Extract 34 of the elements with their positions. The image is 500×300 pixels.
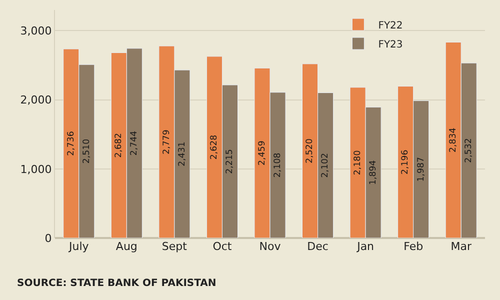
x-tick-label: Oct (212, 240, 232, 253)
data-label: 2,102 (320, 152, 331, 178)
data-label: 2,459 (257, 140, 268, 166)
x-tick-label: Aug (116, 240, 138, 253)
y-tick-label: 2,000 (20, 94, 52, 107)
x-tick-label: Feb (404, 240, 424, 253)
data-label: 2,108 (272, 152, 283, 178)
y-tick-label: 0 (44, 232, 52, 245)
data-label: 2,520 (305, 138, 316, 164)
x-tick-label: July (68, 240, 90, 253)
data-label: 2,682 (114, 132, 124, 158)
data-label: 2,834 (448, 127, 459, 152)
x-tick-label: Sept (162, 240, 188, 253)
x-tick-label: Mar (450, 240, 472, 253)
data-label: 2,628 (210, 134, 220, 160)
y-tick-label: 1,000 (20, 162, 52, 176)
data-label: 1,987 (416, 156, 426, 182)
source-note: SOURCE: STATE BANK OF PAKISTAN (17, 278, 216, 289)
data-label: 2,736 (66, 131, 76, 156)
legend-label: FY23 (378, 39, 403, 50)
x-tick-label: Jan (356, 240, 374, 253)
data-label: 2,196 (400, 150, 411, 175)
data-label: 2,215 (225, 149, 236, 174)
data-label: 2,532 (464, 138, 474, 163)
x-tick-label: Nov (259, 240, 282, 253)
y-tick-label: 3,000 (20, 24, 52, 38)
data-label: 1,894 (368, 160, 378, 185)
data-label: 2,779 (162, 130, 172, 154)
data-label: 2,744 (130, 130, 140, 156)
data-label: 2,510 (82, 138, 92, 164)
data-label: 2,431 (177, 142, 188, 166)
x-tick-label: Dec (307, 240, 328, 253)
legend-label: FY22 (378, 20, 403, 32)
data-label: 2,180 (352, 150, 363, 176)
